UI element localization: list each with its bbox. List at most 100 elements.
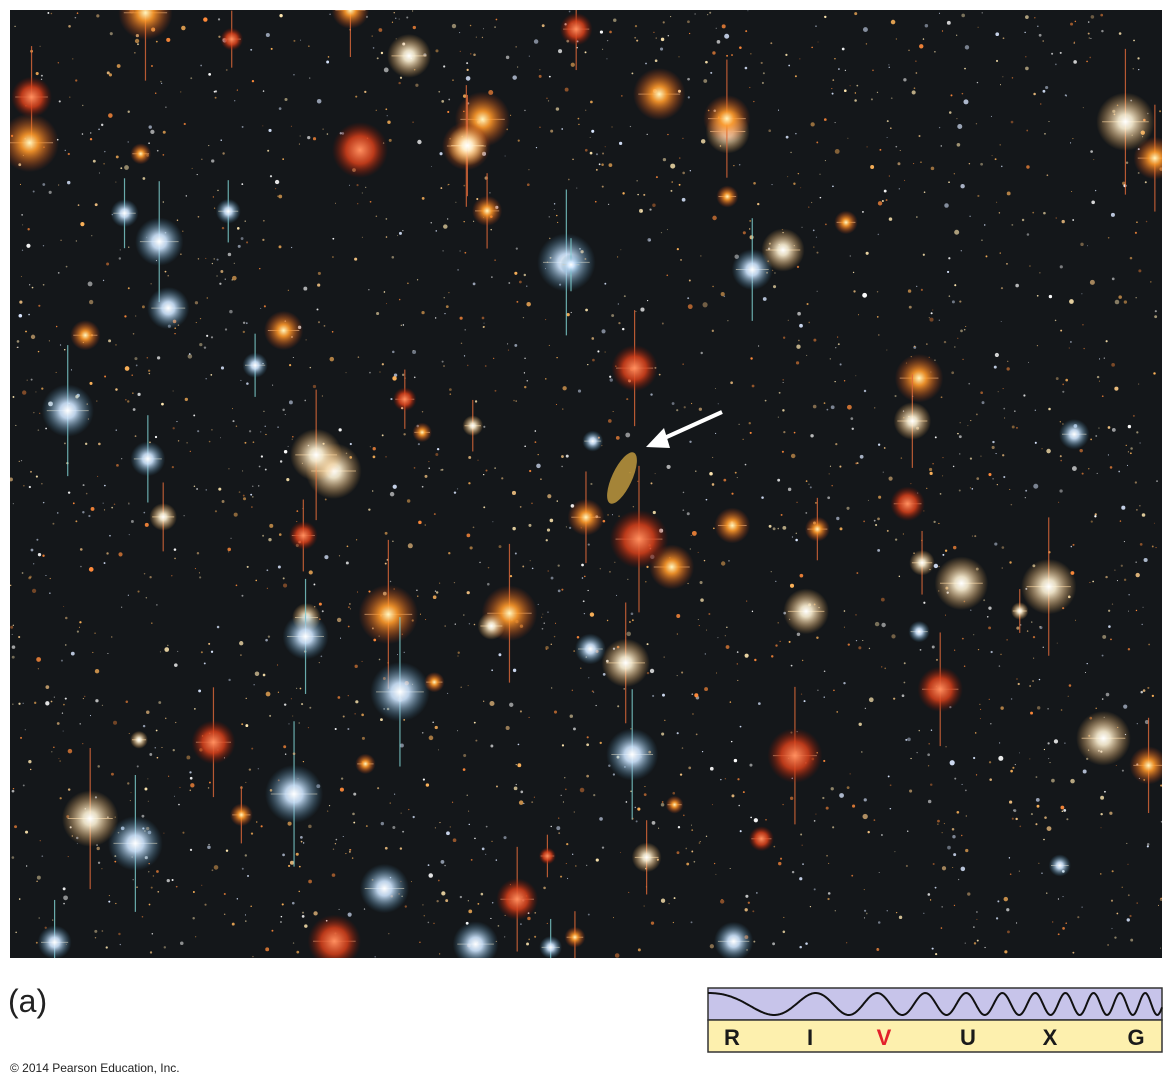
bright-star	[70, 320, 101, 351]
star	[689, 440, 692, 443]
star	[881, 200, 884, 203]
star	[438, 90, 441, 93]
star	[416, 589, 418, 591]
star	[736, 477, 738, 479]
star	[15, 931, 17, 934]
star	[663, 656, 665, 658]
star	[913, 87, 916, 90]
star	[1019, 825, 1022, 828]
star	[1011, 817, 1014, 820]
star	[1046, 892, 1048, 894]
star	[652, 203, 656, 208]
star	[70, 651, 75, 656]
star	[517, 743, 520, 746]
star	[1025, 489, 1028, 492]
star	[37, 429, 40, 431]
star	[612, 411, 614, 413]
star	[748, 422, 751, 425]
star	[108, 73, 113, 77]
star	[889, 784, 892, 787]
star	[371, 35, 373, 37]
star	[1011, 223, 1014, 226]
star	[1010, 503, 1013, 506]
star	[190, 77, 193, 80]
star	[104, 150, 106, 153]
star	[524, 357, 526, 360]
star	[670, 189, 673, 192]
star	[334, 843, 337, 845]
star	[990, 115, 993, 117]
star	[267, 149, 270, 152]
star	[220, 366, 225, 370]
star	[726, 54, 728, 57]
star	[312, 384, 317, 389]
star	[262, 219, 265, 222]
star	[37, 350, 40, 353]
bright-star	[424, 672, 445, 693]
star	[103, 162, 105, 165]
star	[1030, 813, 1033, 816]
star	[356, 184, 359, 187]
star	[241, 125, 244, 128]
star	[976, 911, 978, 913]
star	[1077, 916, 1080, 919]
star	[733, 164, 735, 167]
star	[832, 79, 835, 81]
star	[220, 270, 224, 273]
star	[430, 165, 432, 167]
star	[355, 95, 358, 98]
star	[659, 47, 664, 51]
star	[676, 247, 679, 251]
star	[715, 873, 717, 875]
star	[520, 790, 524, 794]
star	[180, 253, 182, 256]
star	[843, 89, 847, 93]
star	[553, 710, 558, 714]
bright-star	[1048, 854, 1071, 877]
star	[661, 322, 664, 325]
star	[250, 905, 252, 907]
star	[599, 741, 602, 745]
star	[637, 807, 641, 811]
star	[58, 184, 60, 186]
star	[98, 442, 101, 446]
star	[976, 81, 979, 84]
star	[988, 698, 990, 701]
star	[618, 321, 621, 325]
star	[42, 183, 46, 186]
star	[1002, 76, 1004, 78]
star	[680, 258, 683, 261]
star	[32, 190, 35, 193]
star	[473, 721, 476, 724]
star	[980, 455, 982, 457]
star	[827, 496, 831, 500]
star	[865, 251, 869, 255]
star	[193, 485, 196, 487]
star	[930, 312, 933, 315]
star	[729, 701, 732, 703]
star	[432, 721, 434, 724]
star	[1015, 922, 1018, 924]
star	[269, 523, 274, 528]
star	[1040, 103, 1042, 105]
star	[50, 700, 53, 703]
star	[660, 802, 665, 807]
star	[384, 846, 388, 850]
star	[352, 812, 355, 816]
star	[1048, 758, 1050, 760]
star	[1136, 723, 1138, 725]
star	[241, 183, 244, 185]
star	[63, 703, 65, 706]
star	[850, 417, 854, 420]
star	[400, 812, 402, 814]
bright-star	[496, 878, 539, 921]
star	[1029, 265, 1031, 267]
star	[147, 778, 149, 780]
star	[150, 129, 155, 134]
star	[48, 340, 50, 342]
star	[493, 357, 495, 360]
star	[194, 936, 197, 938]
star	[284, 97, 288, 102]
star	[205, 378, 207, 380]
star	[952, 465, 955, 468]
